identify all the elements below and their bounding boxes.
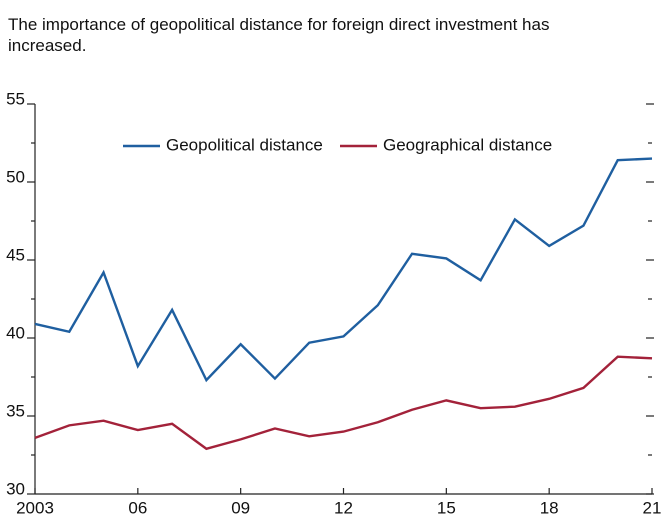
legend-label: Geographical distance (383, 135, 552, 154)
y-tick-label: 55 (6, 89, 25, 108)
series-line (34, 355, 653, 451)
x-tick-label: 12 (334, 498, 353, 517)
y-tick-label: 50 (6, 167, 25, 186)
chart-title: The importance of geopolitical distance … (8, 15, 550, 55)
series-line (34, 157, 653, 383)
x-tick-label: 21 (643, 498, 662, 517)
y-tick-label: 35 (6, 401, 25, 420)
legend-label: Geopolitical distance (166, 135, 323, 154)
x-tick-label: 09 (231, 498, 250, 517)
x-tick-label: 18 (540, 498, 559, 517)
x-tick-label: 06 (128, 498, 147, 517)
x-tick-label: 2003 (16, 498, 54, 517)
x-tick-label: 15 (437, 498, 456, 517)
y-tick-label: 45 (6, 245, 25, 264)
y-tick-label: 40 (6, 323, 25, 342)
y-tick-label: 30 (6, 479, 25, 498)
